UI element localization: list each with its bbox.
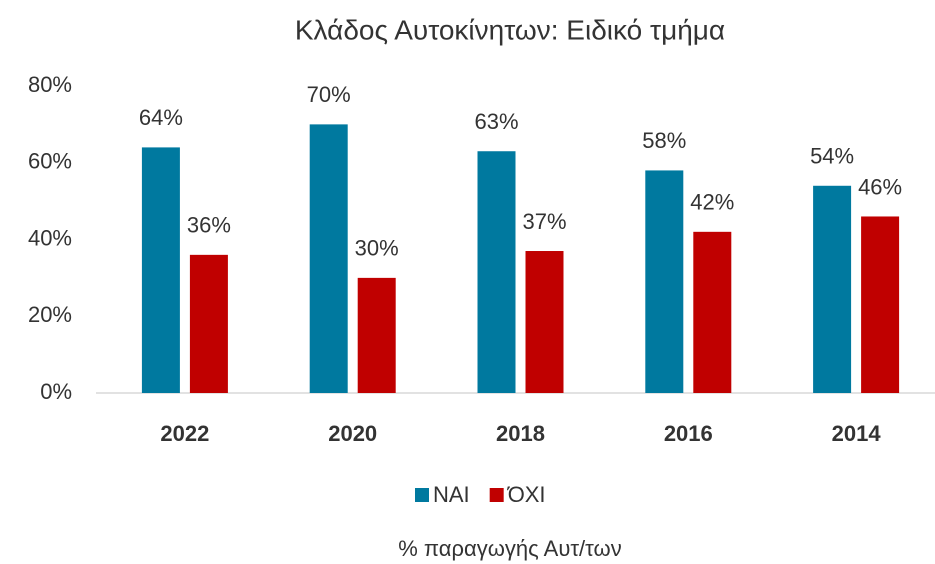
data-label: 58% — [642, 128, 686, 153]
x-tick-label: 2022 — [160, 421, 209, 446]
bar — [309, 124, 348, 393]
legend-label: ΌΧΙ — [507, 482, 546, 507]
data-label: 42% — [690, 190, 734, 215]
data-label: 30% — [355, 236, 399, 261]
y-tick-label: 20% — [28, 302, 72, 327]
y-tick-label: 60% — [28, 149, 72, 174]
data-label: 70% — [307, 82, 351, 107]
data-label: 63% — [474, 109, 518, 134]
data-label: 64% — [139, 105, 183, 130]
bar — [861, 216, 900, 393]
bar — [477, 151, 516, 393]
y-tick-label: 0% — [40, 379, 72, 404]
bar — [645, 170, 684, 393]
data-label: 46% — [858, 174, 902, 199]
x-tick-label: 2014 — [832, 421, 882, 446]
data-label: 36% — [187, 213, 231, 238]
bar — [525, 251, 564, 393]
x-tick-label: 2016 — [664, 421, 713, 446]
x-axis-label: % παραγωγής Αυτ/των — [398, 536, 621, 561]
x-tick-label: 2018 — [496, 421, 545, 446]
bar — [693, 231, 732, 393]
y-tick-label: 40% — [28, 225, 72, 250]
data-label: 37% — [522, 209, 566, 234]
data-label: 54% — [810, 144, 854, 169]
bar — [189, 254, 228, 393]
chart-title: Κλάδος Αυτοκίνητων: Ειδικό τμήμα — [295, 14, 725, 45]
bar — [357, 277, 396, 393]
x-tick-label: 2020 — [328, 421, 377, 446]
bar — [813, 185, 852, 393]
y-tick-label: 80% — [28, 72, 72, 97]
legend-label: ΝΑΙ — [433, 482, 470, 507]
legend-swatch — [415, 488, 429, 502]
bar — [141, 147, 180, 393]
legend-swatch — [489, 488, 504, 502]
